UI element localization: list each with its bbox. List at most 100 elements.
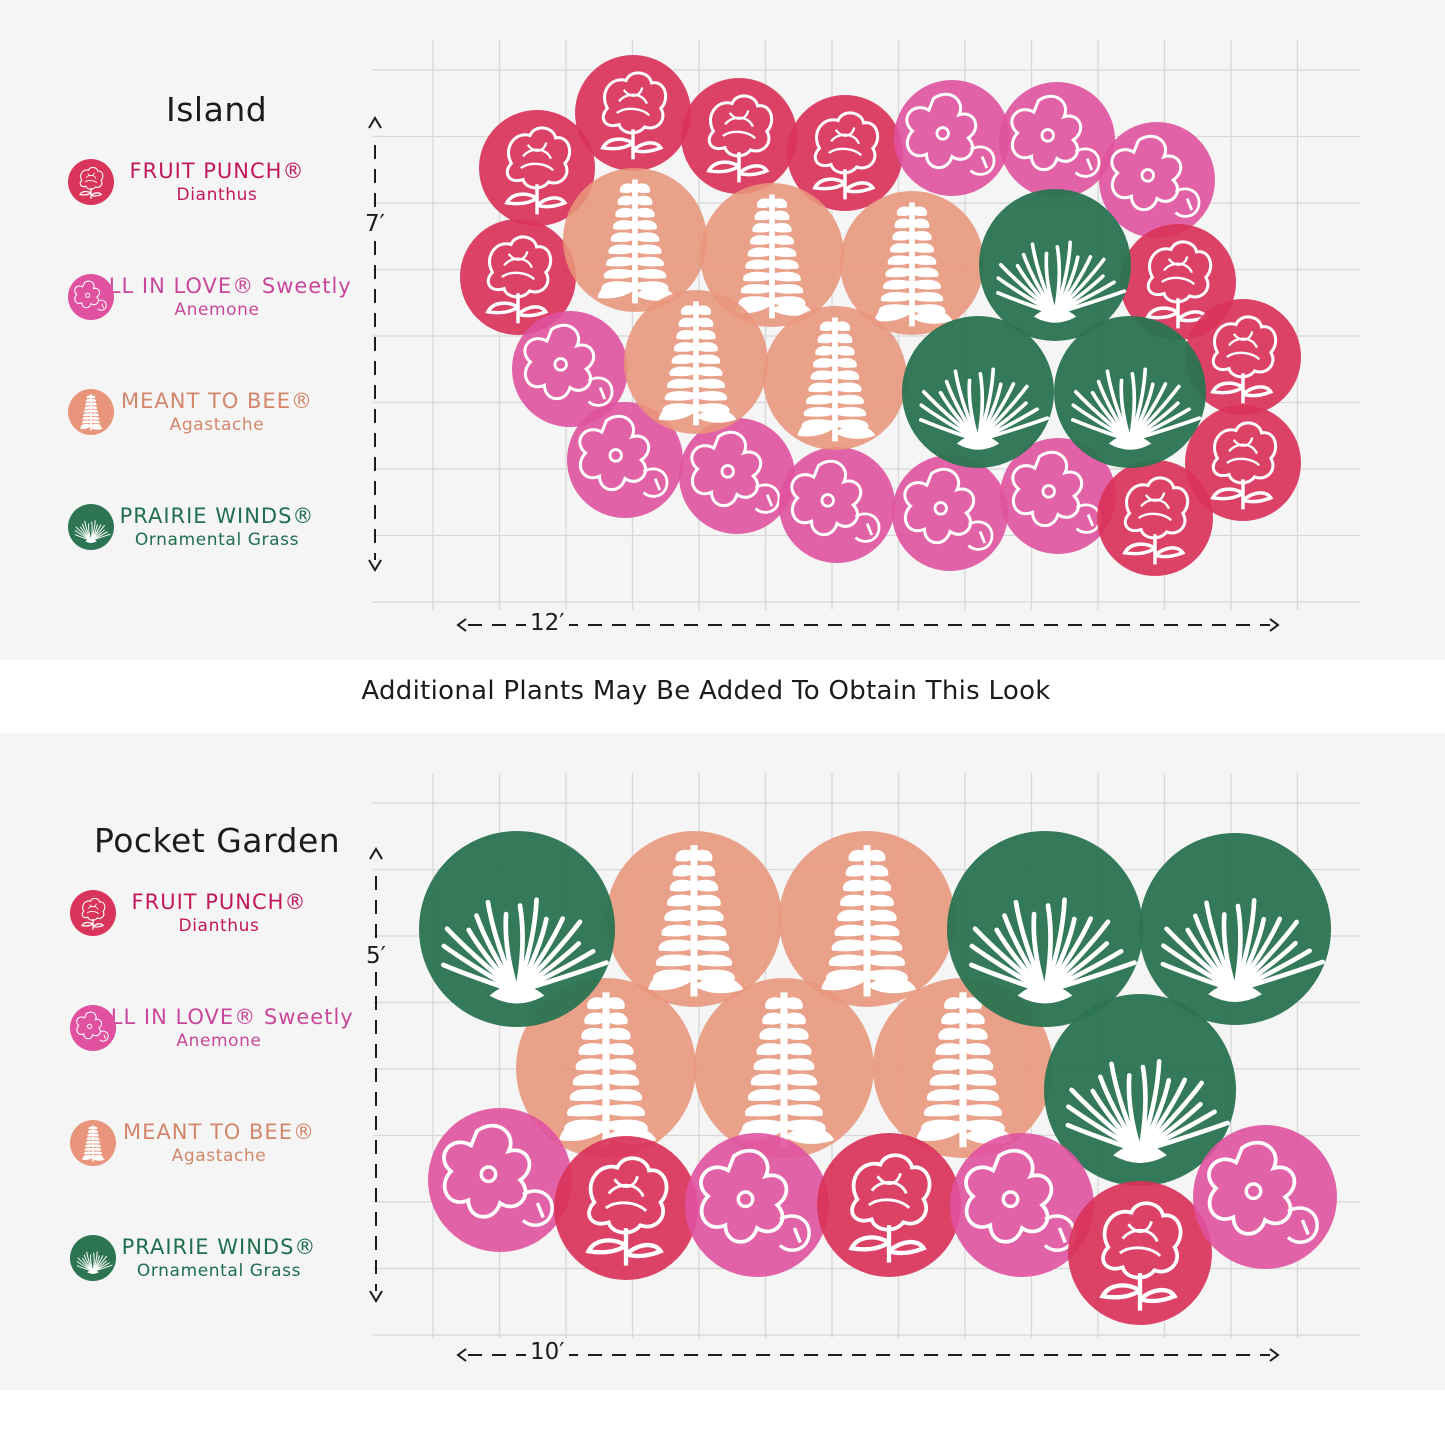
anemone-plant (894, 80, 1010, 196)
legend-sub: Anemone (176, 1031, 262, 1051)
agastache-plant (779, 831, 955, 1007)
grass-plant (902, 316, 1054, 468)
anemone-circle (685, 1133, 829, 1277)
pocket-height-dimension (369, 847, 383, 1303)
grass-plant (419, 831, 615, 1027)
anemone-circle (894, 80, 1010, 196)
dianthus-circle (554, 1136, 698, 1280)
island-height-label: 7′ (361, 211, 389, 237)
dianthus-circle (1120, 224, 1236, 340)
anemone-plant (779, 447, 895, 563)
anemone-plant (512, 311, 628, 427)
dianthus-circle (681, 78, 797, 194)
agastache-plant (840, 191, 984, 335)
anemone-plant (892, 455, 1008, 571)
agastache-plant (763, 306, 907, 450)
dianthus-plant (1097, 460, 1213, 576)
anemone-circle (779, 447, 895, 563)
dianthus-plant (460, 219, 576, 335)
grass-icon (70, 1235, 116, 1281)
island-legend: FRUIT PUNCH® Dianthus FALL IN LOVE® Sweetl… (67, 156, 367, 616)
grass-plant (1139, 833, 1331, 1025)
island-height-dimension (368, 116, 382, 572)
anemone-icon (70, 1005, 116, 1051)
island-width-dimension (456, 618, 1280, 632)
agastache-plant (700, 183, 844, 327)
anemone-circle (892, 455, 1008, 571)
anemone-plant (1099, 122, 1215, 238)
legend-item-agastache: MEANT TO BEE® Agastache (67, 388, 367, 501)
legend-name: PRAIRIE WINDS® (119, 504, 315, 528)
dianthus-circle (1185, 405, 1301, 521)
pocket-garden-panel: Pocket Garden 5′ 10′ FRUIT PUNCH® Dianthu… (0, 733, 1445, 1390)
dianthus-circle (1185, 299, 1301, 415)
legend-sub: Ornamental Grass (134, 530, 300, 550)
grass-plant (979, 189, 1131, 341)
anemone-plant (428, 1108, 572, 1252)
carnation-icon (70, 890, 116, 936)
legend-item-dianthus: FRUIT PUNCH® Dianthus (69, 889, 369, 1002)
agastache-icon (70, 1120, 116, 1166)
agastache-plant (606, 831, 782, 1007)
island-panel: Island 7′ 12′ FRUIT PUNCH® Dianthus FALL I… (0, 0, 1445, 660)
anemone-circle (1193, 1125, 1337, 1269)
island-plan (368, 40, 1360, 632)
anemone-icon (68, 274, 114, 320)
carnation-icon (68, 159, 114, 205)
legend-item-anemone: FALL IN LOVE® Sweetly Anemone (67, 273, 367, 386)
anemone-plant (679, 418, 795, 534)
legend-item-grass: PRAIRIE WINDS® Ornamental Grass (67, 503, 367, 616)
anemone-plant (685, 1133, 829, 1277)
pocket-width-label: 10′ (526, 1339, 569, 1365)
dianthus-circle (1068, 1181, 1212, 1325)
grass-plant (947, 831, 1143, 1027)
legend-item-grass: PRAIRIE WINDS® Ornamental Grass (69, 1234, 369, 1347)
legend-name: MEANT TO BEE® (123, 1120, 315, 1144)
legend-item-anemone: FALL IN LOVE® Sweetly Anemone (69, 1004, 369, 1117)
pocket-garden-plan (369, 773, 1360, 1362)
anemone-plant (999, 82, 1115, 198)
legend-name: FALL IN LOVE® Sweetly (82, 274, 352, 298)
dianthus-plant (1068, 1181, 1212, 1325)
agastache-icon (68, 389, 114, 435)
dianthus-circle (479, 110, 595, 226)
anemone-plant (567, 402, 683, 518)
dianthus-plant (817, 1133, 961, 1277)
island-title: Island (166, 90, 268, 129)
dianthus-plant (575, 55, 691, 171)
middle-note: Additional Plants May Be Added To Obtain… (361, 676, 1051, 706)
anemone-plant (1000, 438, 1116, 554)
pocket-garden-title: Pocket Garden (94, 821, 341, 860)
legend-sub: Ornamental Grass (136, 1261, 302, 1281)
island-plants (460, 55, 1301, 576)
dianthus-circle (460, 219, 576, 335)
legend-name: FRUIT PUNCH® (131, 890, 307, 914)
legend-sub: Dianthus (176, 185, 258, 205)
legend-name: FRUIT PUNCH® (129, 159, 305, 183)
legend-sub: Anemone (174, 300, 260, 320)
dianthus-circle (817, 1133, 961, 1277)
dianthus-circle (575, 55, 691, 171)
legend-item-dianthus: FRUIT PUNCH® Dianthus (67, 158, 367, 271)
grass-plant (1054, 316, 1206, 468)
legend-sub: Agastache (169, 415, 265, 435)
legend-name: PRAIRIE WINDS® (121, 1235, 317, 1259)
agastache-plant (694, 978, 874, 1158)
dianthus-plant (554, 1136, 698, 1280)
legend-sub: Dianthus (178, 916, 260, 936)
legend-item-agastache: MEANT TO BEE® Agastache (69, 1119, 369, 1232)
grass-plant (1044, 994, 1236, 1186)
dianthus-plant (479, 110, 595, 226)
anemone-circle (428, 1108, 572, 1252)
anemone-circle (679, 418, 795, 534)
pocket-plants (419, 831, 1337, 1325)
pocket-height-label: 5′ (362, 943, 390, 969)
dianthus-plant (1185, 405, 1301, 521)
legend-name: MEANT TO BEE® (121, 389, 313, 413)
legend-sub: Agastache (171, 1146, 267, 1166)
agastache-plant (624, 290, 768, 434)
anemone-circle (999, 82, 1115, 198)
dianthus-plant (681, 78, 797, 194)
dianthus-plant (787, 95, 903, 211)
grass-icon (68, 504, 114, 550)
